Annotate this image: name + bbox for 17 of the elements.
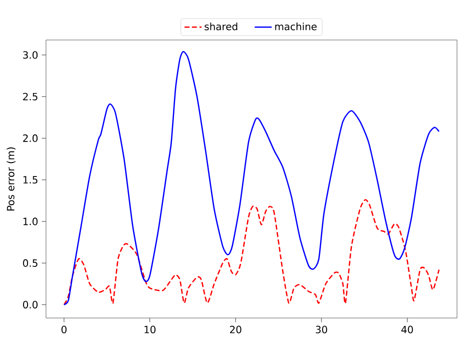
y-tick-label: 3.0: [23, 51, 38, 59]
y-axis-title: Pos error (m): [6, 147, 16, 210]
y-tick-label: 0.0: [23, 300, 38, 308]
y-tick-label: 1.5: [23, 176, 38, 184]
x-tick-label: 0: [62, 326, 67, 334]
line-series: [63, 199, 440, 306]
legend-label: machine: [275, 22, 317, 30]
x-tick-label: 10: [144, 326, 156, 334]
legend-label: shared: [204, 22, 238, 30]
x-tick-label: 20: [230, 326, 242, 334]
y-tick-label: 2.5: [23, 92, 38, 100]
y-tick-label: 0.5: [23, 259, 38, 267]
x-tick-label: 40: [401, 326, 413, 334]
x-tick-label: 30: [316, 326, 328, 334]
y-tick-label: 2.0: [23, 134, 38, 142]
line-series: [63, 51, 440, 306]
y-tick-label: 1.0: [23, 218, 38, 226]
